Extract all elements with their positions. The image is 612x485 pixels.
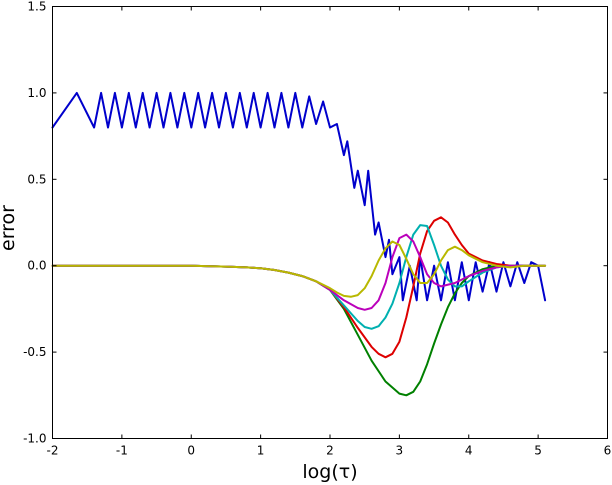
series-line-3 xyxy=(51,224,547,330)
y-tick-label: -0.5 xyxy=(23,345,46,359)
y-tick-label: 0.5 xyxy=(27,172,46,186)
y-tick-label: 1.5 xyxy=(27,0,46,14)
x-tick-label: 6 xyxy=(604,444,612,458)
x-tick-label: 5 xyxy=(534,444,542,458)
plot-frame xyxy=(52,6,608,439)
x-tick-label: -1 xyxy=(116,444,128,458)
y-tick-label: -1.0 xyxy=(23,432,46,446)
x-axis-label: log(τ) xyxy=(302,461,357,483)
x-tick-label: 4 xyxy=(465,444,473,458)
x-tick-label: 1 xyxy=(257,444,265,458)
series-line-0 xyxy=(51,91,547,302)
y-axis-label: error xyxy=(0,205,19,251)
series-line-4 xyxy=(51,233,547,311)
plot-area xyxy=(51,91,547,397)
y-tick-labels: -1.0 -0.5 0.0 0.5 1.0 1.5 xyxy=(23,0,46,446)
x-tick-label: 3 xyxy=(396,444,404,458)
x-tick-label: 2 xyxy=(326,444,334,458)
y-tick-label: 1.0 xyxy=(27,86,46,100)
axis-ticks xyxy=(52,6,608,439)
y-tick-label: 0.0 xyxy=(27,259,46,273)
x-tick-label: -2 xyxy=(47,444,59,458)
x-tick-label: 0 xyxy=(187,444,195,458)
x-tick-labels: -2 -1 0 1 2 3 4 5 6 xyxy=(47,444,612,458)
series-line-5 xyxy=(51,240,547,298)
